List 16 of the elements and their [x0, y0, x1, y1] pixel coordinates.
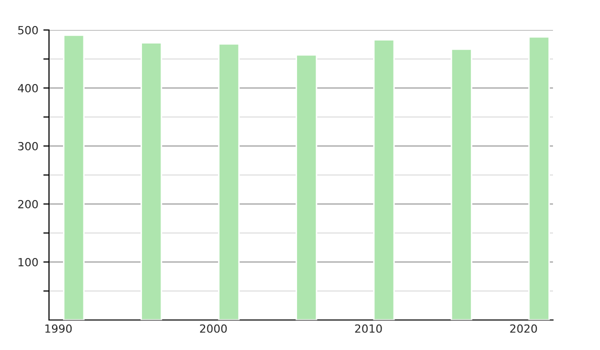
bar [450, 48, 472, 320]
bar [218, 43, 240, 320]
bar [296, 54, 318, 320]
bar [140, 42, 162, 320]
x-tick-label: 2000 [200, 324, 227, 333]
x-tick-label: 1990 [45, 324, 72, 333]
y-tick-label: 300 [18, 142, 38, 150]
x-tick-label: 2010 [355, 324, 382, 333]
y-tick-label: 500 [18, 26, 38, 34]
bar [63, 34, 85, 320]
y-tick-label: 200 [18, 200, 38, 208]
bar [373, 39, 395, 320]
bar [528, 36, 550, 320]
y-tick-label: 100 [18, 258, 38, 266]
y-tick-label: 400 [18, 84, 38, 92]
x-tick-label: 2020 [510, 324, 537, 333]
